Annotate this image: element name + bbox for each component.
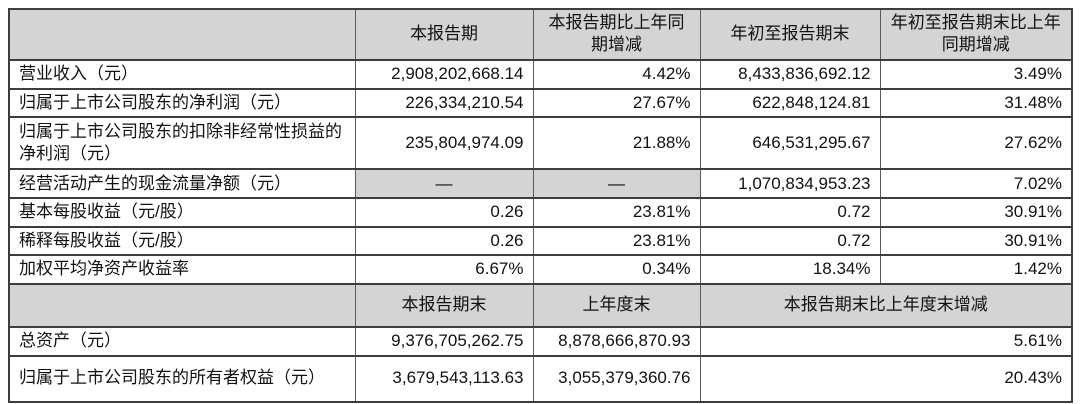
cell-ytd-yoy: 3.49% [879,58,1073,90]
column-header-prev-year-end: 上年度末 [532,282,701,328]
header-row-balance: 本报告期末 上年度末 本报告期末比上年度末增减 [8,282,1073,328]
header-row-period: 本报告期 本报告期比上年同期增减 年初至报告期末 年初至报告期末比上年同期增减 [8,8,1073,61]
table-row-basic-eps: 基本每股收益（元/股） 0.26 23.81% 0.72 30.91% [8,197,1073,228]
table-row-net-profit: 归属于上市公司股东的净利润（元） 226,334,210.54 27.67% 6… [8,87,1073,119]
cell-ytd: 0.72 [699,225,881,257]
column-header-yoy-change: 本报告期比上年同期增减 [532,8,701,61]
cell-label: 加权平均净资产收益率 [8,254,356,285]
cell-ytd-yoy: 30.91% [879,225,1073,257]
column-header-ytd-yoy-change: 年初至报告期末比上年同期增减 [879,8,1073,61]
column-header-current-period: 本报告期 [354,8,534,61]
cell-current: 2,908,202,668.14 [354,58,534,90]
table-row-weighted-avg-roe: 加权平均净资产收益率 6.67% 0.34% 18.34% 1.42% [8,254,1073,285]
cell-ytd: 8,433,836,692.12 [699,58,881,90]
table-row-diluted-eps: 稀释每股收益（元/股） 0.26 23.81% 0.72 30.91% [8,225,1073,257]
cell-label: 归属于上市公司股东的扣除非经常性损益的净利润（元） [8,116,356,171]
cell-current-dash: — [354,168,534,200]
cell-yoy: 23.81% [532,197,701,228]
cell-ytd: 646,531,295.67 [699,116,881,171]
cell-yoy: 4.42% [532,58,701,90]
cell-prev-year-end: 3,055,379,360.76 [532,354,701,403]
cell-ytd: 1,070,834,953.23 [699,168,881,200]
cell-current: 0.26 [354,197,534,228]
financial-summary-table: 本报告期 本报告期比上年同期增减 年初至报告期末 年初至报告期末比上年同期增减 … [8,8,1073,403]
table-row-total-assets: 总资产（元） 9,376,705,262.75 8,878,666,870.93… [8,325,1073,357]
column-header-period-end: 本报告期末 [354,282,534,328]
cell-ytd: 0.72 [699,197,881,228]
corner-header-cell-2 [8,282,356,328]
cell-yoy: 23.81% [532,225,701,257]
cell-change: 5.61% [699,325,1073,357]
cell-current: 6.67% [354,254,534,285]
cell-yoy: 27.67% [532,87,701,119]
cell-period-end: 9,376,705,262.75 [354,325,534,357]
cell-label: 归属于上市公司股东的净利润（元） [8,87,356,119]
cell-ytd-yoy: 1.42% [879,254,1073,285]
column-header-ytd: 年初至报告期末 [699,8,881,61]
cell-label: 稀释每股收益（元/股） [8,225,356,257]
cell-change: 20.43% [699,354,1073,403]
cell-label: 基本每股收益（元/股） [8,197,356,228]
cell-yoy: 21.88% [532,116,701,171]
cell-period-end: 3,679,543,113.63 [354,354,534,403]
cell-label: 归属于上市公司股东的所有者权益（元） [8,354,356,403]
cell-current: 0.26 [354,225,534,257]
cell-ytd-yoy: 31.48% [879,87,1073,119]
column-header-period-end-change: 本报告期末比上年度末增减 [699,282,1073,328]
cell-current: 226,334,210.54 [354,87,534,119]
cell-label: 经营活动产生的现金流量净额（元） [8,168,356,200]
table-row-operating-cash-flow: 经营活动产生的现金流量净额（元） — — 1,070,834,953.23 7.… [8,168,1073,200]
cell-ytd-yoy: 30.91% [879,197,1073,228]
cell-current: 235,804,974.09 [354,116,534,171]
cell-yoy: 0.34% [532,254,701,285]
cell-label: 总资产（元） [8,325,356,357]
table-row-revenue: 营业收入（元） 2,908,202,668.14 4.42% 8,433,836… [8,58,1073,90]
cell-yoy-dash: — [532,168,701,200]
cell-label: 营业收入（元） [8,58,356,90]
corner-header-cell [8,8,356,61]
cell-ytd: 18.34% [699,254,881,285]
cell-ytd: 622,848,124.81 [699,87,881,119]
table-row-shareholders-equity: 归属于上市公司股东的所有者权益（元） 3,679,543,113.63 3,05… [8,354,1073,403]
cell-ytd-yoy: 27.62% [879,116,1073,171]
cell-prev-year-end: 8,878,666,870.93 [532,325,701,357]
table-row-net-profit-excl-nonrecurring: 归属于上市公司股东的扣除非经常性损益的净利润（元） 235,804,974.09… [8,116,1073,171]
cell-ytd-yoy: 7.02% [879,168,1073,200]
